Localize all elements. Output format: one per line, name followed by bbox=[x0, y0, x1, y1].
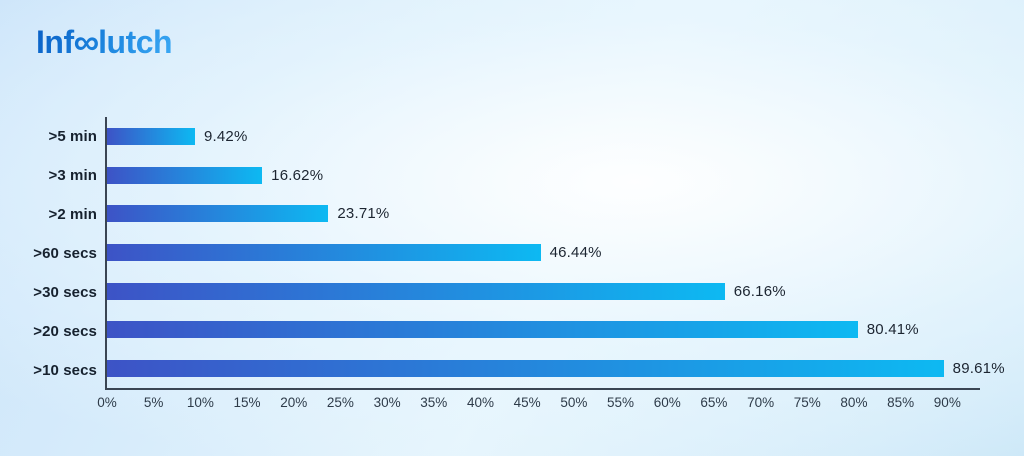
x-tick-label: 40% bbox=[466, 395, 494, 410]
x-tick-label: 65% bbox=[700, 395, 728, 410]
bar bbox=[107, 127, 195, 145]
x-tick-label: 50% bbox=[560, 395, 588, 410]
category-label: >5 min bbox=[48, 128, 97, 145]
bar-row: 66.16% bbox=[107, 272, 980, 311]
category-axis-labels: >5 min >3 min >2 min >60 secs >30 secs >20 se… bbox=[0, 117, 97, 390]
x-tick-label: 0% bbox=[97, 395, 117, 410]
bar-row: 9.42% bbox=[107, 117, 980, 156]
category-label: >10 secs bbox=[33, 362, 97, 379]
x-tick-label: 35% bbox=[420, 395, 448, 410]
bar-value-label: 80.41% bbox=[866, 321, 919, 339]
bar bbox=[107, 321, 858, 339]
x-tick-label: 70% bbox=[747, 395, 775, 410]
category-label: >2 min bbox=[48, 206, 97, 223]
bar-value-label: 16.62% bbox=[271, 166, 324, 184]
bar-row: 23.71% bbox=[107, 194, 980, 233]
x-tick-label: 45% bbox=[513, 395, 541, 410]
bar bbox=[107, 205, 329, 223]
bar bbox=[107, 166, 263, 184]
bars-container: 9.42% 16.62% 23.71% 46.44% 66.16% 80.41% 89.61… bbox=[107, 117, 1005, 388]
x-tick-label: 80% bbox=[840, 395, 868, 410]
x-tick-label: 15% bbox=[233, 395, 261, 410]
bar-row: 46.44% bbox=[107, 233, 980, 272]
x-tick-label: 85% bbox=[887, 395, 915, 410]
bar bbox=[107, 244, 541, 262]
x-tick-label: 55% bbox=[607, 395, 635, 410]
x-tick-label: 30% bbox=[373, 395, 401, 410]
bar-row: 89.61% bbox=[107, 349, 1005, 388]
bar-value-label: 9.42% bbox=[203, 127, 248, 145]
category-label: >20 secs bbox=[33, 323, 97, 340]
bar-value-label: 46.44% bbox=[549, 244, 602, 262]
x-axis-tick-labels: 0% 5% 10% 15% 20% 25% 30% 35% 40% 45% 50% 55% 60% 65%… bbox=[97, 388, 980, 412]
bar-value-label: 66.16% bbox=[733, 282, 786, 300]
category-label: >3 min bbox=[48, 167, 97, 184]
x-tick-label: 25% bbox=[326, 395, 354, 410]
plot-area: 9.42% 16.62% 23.71% 46.44% 66.16% 80.41% 89.61… bbox=[97, 117, 1005, 410]
x-tick-label: 5% bbox=[143, 395, 164, 410]
bar bbox=[107, 282, 725, 300]
bar-value-label: 89.61% bbox=[952, 360, 1005, 378]
bar-row: 80.41% bbox=[107, 311, 980, 350]
x-tick-label: 10% bbox=[186, 395, 214, 410]
bar-row: 16.62% bbox=[107, 156, 980, 195]
x-tick-label: 90% bbox=[933, 395, 961, 410]
category-label: >60 secs bbox=[33, 245, 97, 262]
bar bbox=[107, 360, 944, 378]
category-label: >30 secs bbox=[33, 284, 97, 301]
bar-value-label: 23.71% bbox=[337, 205, 390, 223]
x-tick-label: 20% bbox=[280, 395, 308, 410]
x-tick-label: 75% bbox=[793, 395, 821, 410]
x-tick-label: 60% bbox=[653, 395, 681, 410]
